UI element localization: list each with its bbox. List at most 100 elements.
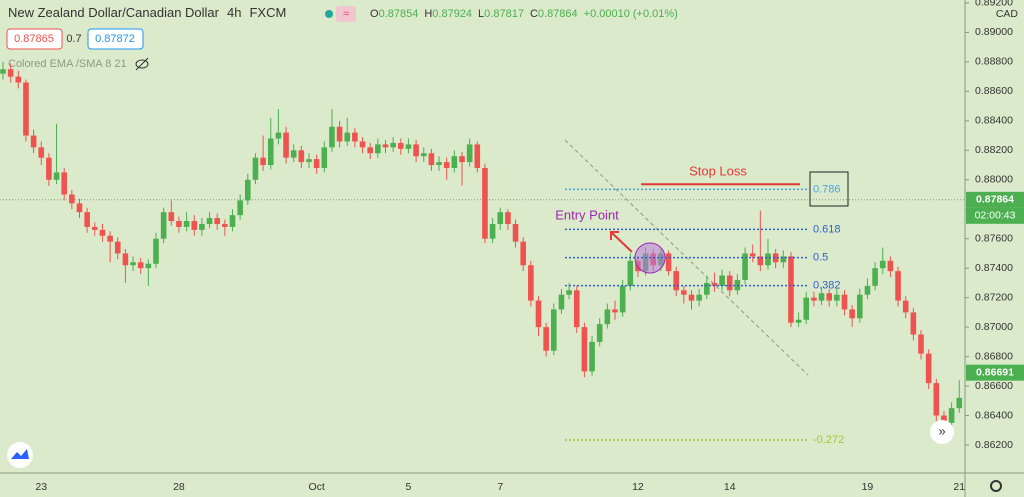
- candle-body: [765, 253, 771, 266]
- candle-body: [92, 226, 98, 230]
- candle-body: [581, 327, 588, 372]
- y-tick-label: 0.87000: [975, 321, 1013, 333]
- candle-body: [275, 132, 282, 139]
- spread: 0.7: [66, 33, 81, 45]
- candle-body: [466, 144, 473, 163]
- last-price-label-box: [966, 191, 1024, 208]
- candle-body: [375, 144, 381, 154]
- candle-body: [30, 135, 37, 148]
- candle-body: [46, 157, 52, 180]
- ohlc-change: +0.00010 (+0.01%): [584, 8, 678, 20]
- candle-body: [405, 144, 412, 149]
- candle-body: [566, 290, 572, 295]
- candle-body: [512, 223, 519, 242]
- y-tick-label: 0.86400: [975, 409, 1013, 421]
- candle-body: [451, 156, 458, 168]
- candle-body: [918, 334, 924, 354]
- candle-body: [780, 256, 787, 263]
- candle-body: [558, 294, 565, 310]
- candle-body: [543, 327, 549, 351]
- sell-button[interactable]: [6, 28, 63, 50]
- candle-body: [38, 147, 45, 158]
- candle-body: [482, 167, 488, 239]
- candle-body: [834, 294, 840, 301]
- y-tick-label: 0.89200: [975, 0, 1013, 9]
- y-tick-label: 0.88400: [975, 115, 1013, 127]
- candle-body: [69, 194, 75, 204]
- ohlc-value: 0.87864: [538, 8, 578, 20]
- ohlc-key: C: [530, 8, 538, 20]
- candle-body: [551, 309, 557, 351]
- candle-body: [420, 153, 427, 157]
- candle-body: [168, 212, 175, 222]
- candle-body: [99, 229, 106, 236]
- candle-body: [596, 324, 603, 342]
- candle-body: [367, 147, 373, 154]
- x-tick-label: 14: [724, 481, 736, 493]
- candle-body: [61, 172, 67, 195]
- indicator-label: Colored EMA /SMA 8 21: [8, 58, 127, 70]
- status-dot: [325, 10, 333, 18]
- candle-body: [84, 212, 90, 227]
- ohlc-value: 0.87854: [379, 8, 419, 20]
- candle-body: [535, 300, 542, 328]
- interval: 4h: [227, 5, 241, 20]
- candle-body: [290, 150, 297, 158]
- y-tick-label: 0.87400: [975, 262, 1013, 274]
- candle-body: [573, 290, 580, 328]
- fib-label: 0.618: [813, 223, 841, 235]
- candle-body: [199, 223, 205, 230]
- candle-body: [742, 253, 748, 280]
- candle-body: [704, 282, 710, 295]
- candle-body: [665, 253, 672, 272]
- candle-body: [206, 218, 213, 224]
- y-tick-label: 0.88000: [975, 174, 1013, 186]
- candle-body: [803, 297, 810, 320]
- ohlc-value: 0.87817: [484, 8, 524, 20]
- settings-icon[interactable]: [990, 480, 1002, 492]
- x-tick-label: 5: [406, 481, 412, 493]
- y-tick-label: 0.89000: [975, 26, 1013, 38]
- last-price-label: 0.87864: [976, 194, 1014, 206]
- candle-body: [7, 69, 14, 77]
- candle-body: [15, 76, 22, 83]
- y-tick-label: 0.88200: [975, 144, 1013, 156]
- current-price-label: 0.86691: [976, 366, 1014, 378]
- indicator-toggle[interactable]: [336, 6, 356, 22]
- candle-body: [811, 297, 817, 301]
- fib-label: 0.786: [813, 183, 841, 195]
- candle-body: [283, 132, 289, 158]
- candle-body: [681, 290, 687, 295]
- candle-body: [76, 203, 83, 213]
- fib-label: 0.5: [813, 251, 828, 263]
- buy-button[interactable]: [87, 28, 144, 50]
- candle-body: [107, 235, 113, 242]
- x-tick-label: 23: [35, 481, 47, 493]
- candle-body: [956, 397, 963, 409]
- candle-body: [443, 162, 450, 168]
- candle-body: [887, 260, 894, 272]
- hide-icon[interactable]: [135, 57, 149, 71]
- entry-point-label: Entry Point: [555, 207, 619, 222]
- candle-body: [306, 159, 312, 163]
- scroll-button[interactable]: [930, 420, 954, 444]
- candle-body: [841, 294, 848, 310]
- ohlc-key: H: [424, 8, 432, 20]
- toggle-icon: ≈: [343, 8, 349, 20]
- candle-body: [191, 221, 198, 230]
- candle-body: [267, 138, 274, 166]
- candle-body: [627, 260, 634, 286]
- candle-body: [772, 253, 779, 263]
- candle-body: [941, 415, 947, 423]
- candle-body: [122, 253, 129, 266]
- y-tick-label: 0.88800: [975, 56, 1013, 68]
- candle-body: [222, 223, 228, 227]
- candle-body: [849, 309, 855, 319]
- y-tick-label: 0.86600: [975, 380, 1013, 392]
- candle-body: [321, 147, 328, 168]
- candle-body: [474, 144, 481, 168]
- candle-body: [795, 319, 802, 323]
- x-tick-label: Oct: [308, 481, 324, 493]
